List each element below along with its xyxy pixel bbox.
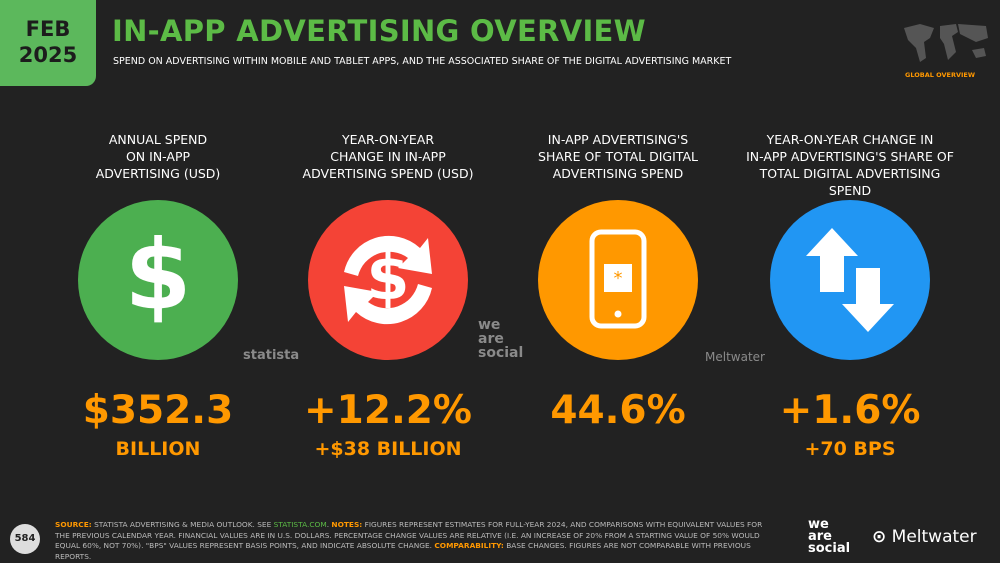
heading-line: ADVERTISING SPEND (USD) <box>302 166 474 181</box>
footer-text: . <box>326 520 332 529</box>
meltwater-logo: Meltwater <box>705 350 765 364</box>
heading-line: YEAR-ON-YEAR CHANGE IN <box>766 132 934 147</box>
subtitle: SPEND ON ADVERTISING WITHIN MOBILE AND T… <box>113 56 732 67</box>
title: IN-APP ADVERTISING OVERVIEW <box>112 14 646 48</box>
footer-label: NOTES: <box>331 520 363 529</box>
footer-label: SOURCE: <box>55 520 92 529</box>
card-detail: +$38 BILLION <box>314 438 462 460</box>
heading-line: ANNUAL SPEND <box>108 132 208 147</box>
icon-change: $ <box>308 200 468 360</box>
statista-logo: statista <box>243 348 300 363</box>
icons: $ $ * <box>78 200 930 360</box>
was-logo: we are social <box>478 318 523 360</box>
card-value: +1.6% <box>779 388 921 433</box>
map-label: GLOBAL OVERVIEW <box>905 71 976 79</box>
card-heading: YEAR-ON-YEAR CHANGE IN IN-APP ADVERTISING… <box>740 131 960 199</box>
heading-line: ADVERTISING SPEND <box>552 166 684 181</box>
svg-text:*: * <box>614 268 623 289</box>
footer-link: STATISTA.COM <box>273 520 327 529</box>
world-map <box>904 24 988 62</box>
icon-share-change <box>770 200 930 360</box>
svg-text:$: $ <box>366 241 409 314</box>
logo-word: we <box>478 317 501 333</box>
card-value: $352.3 <box>82 388 234 433</box>
heading-line: IN-APP ADVERTISING'S SHARE OF <box>746 149 954 164</box>
heading-line: ADVERTISING (USD) <box>95 166 221 181</box>
heading-line: CHANGE IN IN-APP <box>330 149 446 164</box>
card-detail: +70 BPS <box>804 438 896 460</box>
card-detail: BILLION <box>115 438 201 460</box>
footer-text: FIGURES REPRESENT ESTIMATES FOR FULL-YEA… <box>55 520 763 550</box>
card-value: 44.6% <box>550 388 686 433</box>
heading-line: YEAR-ON-YEAR <box>341 132 435 147</box>
date-box: FEB 2025 <box>0 0 96 86</box>
card-heading: ANNUAL SPEND ON IN-APP ADVERTISING (USD) <box>48 131 268 182</box>
icon-share: * <box>538 200 698 360</box>
footer-text: STATISTA ADVERTISING & MEDIA OUTLOOK. SE… <box>91 520 274 529</box>
logo-word: we <box>808 517 829 532</box>
logo-word: social <box>808 541 851 556</box>
meltwater-logo-footer: ⊙ Meltwater <box>872 527 977 547</box>
heading-line: ON IN-APP <box>125 149 191 164</box>
card-value: +12.2% <box>304 388 472 433</box>
footer-notes: SOURCE: STATISTA ADVERTISING & MEDIA OUT… <box>55 520 775 562</box>
svg-text:$: $ <box>125 219 192 331</box>
logo-word: social <box>478 345 524 361</box>
heading-line: TOTAL DIGITAL ADVERTISING SPEND <box>759 166 941 198</box>
logo-word: are <box>478 331 504 347</box>
footer-label: COMPARABILITY: <box>434 541 504 550</box>
card-heading: IN-APP ADVERTISING'S SHARE OF TOTAL DIGIT… <box>508 131 728 182</box>
page-number: 584 <box>10 524 40 554</box>
card-heading: YEAR-ON-YEAR CHANGE IN IN-APP ADVERTISING … <box>278 131 498 182</box>
footer-text: BASE CHANGES. FIGURES ARE NOT COMPARABLE… <box>55 541 751 561</box>
was-logo-footer: we are social <box>808 517 851 556</box>
heading-line: SHARE OF TOTAL DIGITAL <box>538 149 698 164</box>
icon-spend: $ <box>78 200 238 360</box>
date-year: 2025 <box>18 43 78 67</box>
heading-line: IN-APP ADVERTISING'S <box>547 132 689 147</box>
logo-word: are <box>808 529 833 544</box>
date-month: FEB <box>25 17 71 41</box>
meltwater-name: Meltwater <box>891 527 977 547</box>
